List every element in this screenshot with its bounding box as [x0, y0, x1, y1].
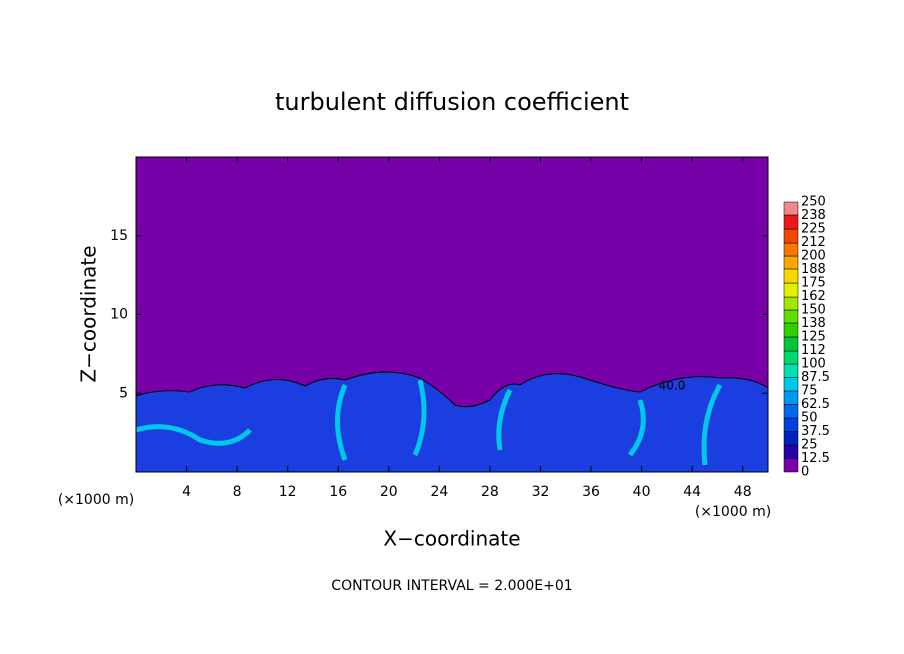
colorbar-band: [783, 282, 799, 298]
y-tick-label: 10: [110, 307, 128, 323]
colorbar-band: [783, 336, 799, 352]
colorbar-label: 175: [801, 276, 826, 291]
chart-title: turbulent diffusion coefficient: [275, 88, 629, 116]
colorbar-label: 62.5: [801, 397, 830, 412]
x-unit-left: (×1000 m): [58, 492, 134, 508]
colorbar-band: [783, 201, 799, 216]
colorbar-band: [783, 242, 799, 257]
x-tick-label: 20: [380, 484, 398, 500]
turbulent-streak: [135, 379, 723, 466]
colorbar-band: [783, 458, 799, 473]
colorbar-label: 12.5: [801, 451, 830, 466]
x-tick-label: 24: [430, 484, 448, 500]
colorbar-band: [783, 268, 799, 284]
colorbar-band: [783, 390, 799, 405]
x-tick-label: 44: [683, 484, 701, 500]
x-tick-label: 16: [329, 484, 347, 500]
x-tick-label: 8: [233, 484, 242, 500]
x-tick-label: 40: [633, 484, 651, 500]
colorbar-label: 188: [801, 262, 826, 277]
x-unit-right: (×1000 m): [695, 504, 771, 520]
colorbar-label: 75: [801, 384, 818, 399]
turbulent-layer: [136, 371, 768, 472]
colorbar-band: [783, 322, 799, 338]
y-tick-label: 15: [110, 228, 128, 244]
colorbar-band: [783, 214, 799, 230]
y-axis-label: Z−coordinate: [77, 245, 101, 382]
colorbar-label: 162: [801, 289, 826, 304]
colorbar-label: 125: [801, 330, 826, 345]
colorbar-label: 25: [801, 438, 818, 453]
x-tick-label: 32: [532, 484, 550, 500]
colorbar-band: [783, 296, 799, 311]
colorbar-band: [783, 404, 799, 419]
x-axis-label: X−coordinate: [383, 527, 520, 551]
colorbar-label: 225: [801, 222, 826, 237]
colorbar-band: [783, 228, 799, 244]
x-tick-label: 12: [279, 484, 297, 500]
colorbar-label: 238: [801, 208, 826, 223]
colorbar-band: [783, 417, 799, 432]
colorbar-band: [783, 431, 799, 446]
colorbar-band: [783, 255, 799, 270]
colorbar-label: 50: [801, 411, 818, 426]
colorbar-band: [783, 350, 799, 365]
y-tick-label: 5: [119, 385, 128, 401]
x-tick-label: 36: [582, 484, 600, 500]
x-tick-label: 28: [481, 484, 499, 500]
colorbar-label: 112: [801, 343, 826, 358]
colorbar-band: [783, 309, 799, 324]
colorbar-label: 100: [801, 357, 826, 372]
colorbar-label: 212: [801, 235, 826, 250]
colorbar-band: [783, 444, 799, 459]
colorbar-label: 37.5: [801, 424, 830, 439]
colorbar-band: [783, 377, 799, 392]
x-tick-label: 4: [182, 484, 191, 500]
contour-line: [135, 371, 769, 408]
colorbar-label: 87.5: [801, 370, 830, 385]
contour-label: 40.0: [659, 379, 686, 393]
x-tick-label: 48: [734, 484, 752, 500]
field: 40.0: [135, 156, 769, 473]
colorbar-label: 138: [801, 316, 826, 331]
colorbar-label: 200: [801, 249, 826, 264]
colorbar-label: 150: [801, 303, 826, 318]
colorbar-band: [783, 363, 799, 378]
contour-interval: CONTOUR INTERVAL = 2.000E+01: [331, 578, 572, 594]
colorbar-label: 250: [801, 195, 826, 210]
colorbar-label: 0: [801, 465, 809, 480]
